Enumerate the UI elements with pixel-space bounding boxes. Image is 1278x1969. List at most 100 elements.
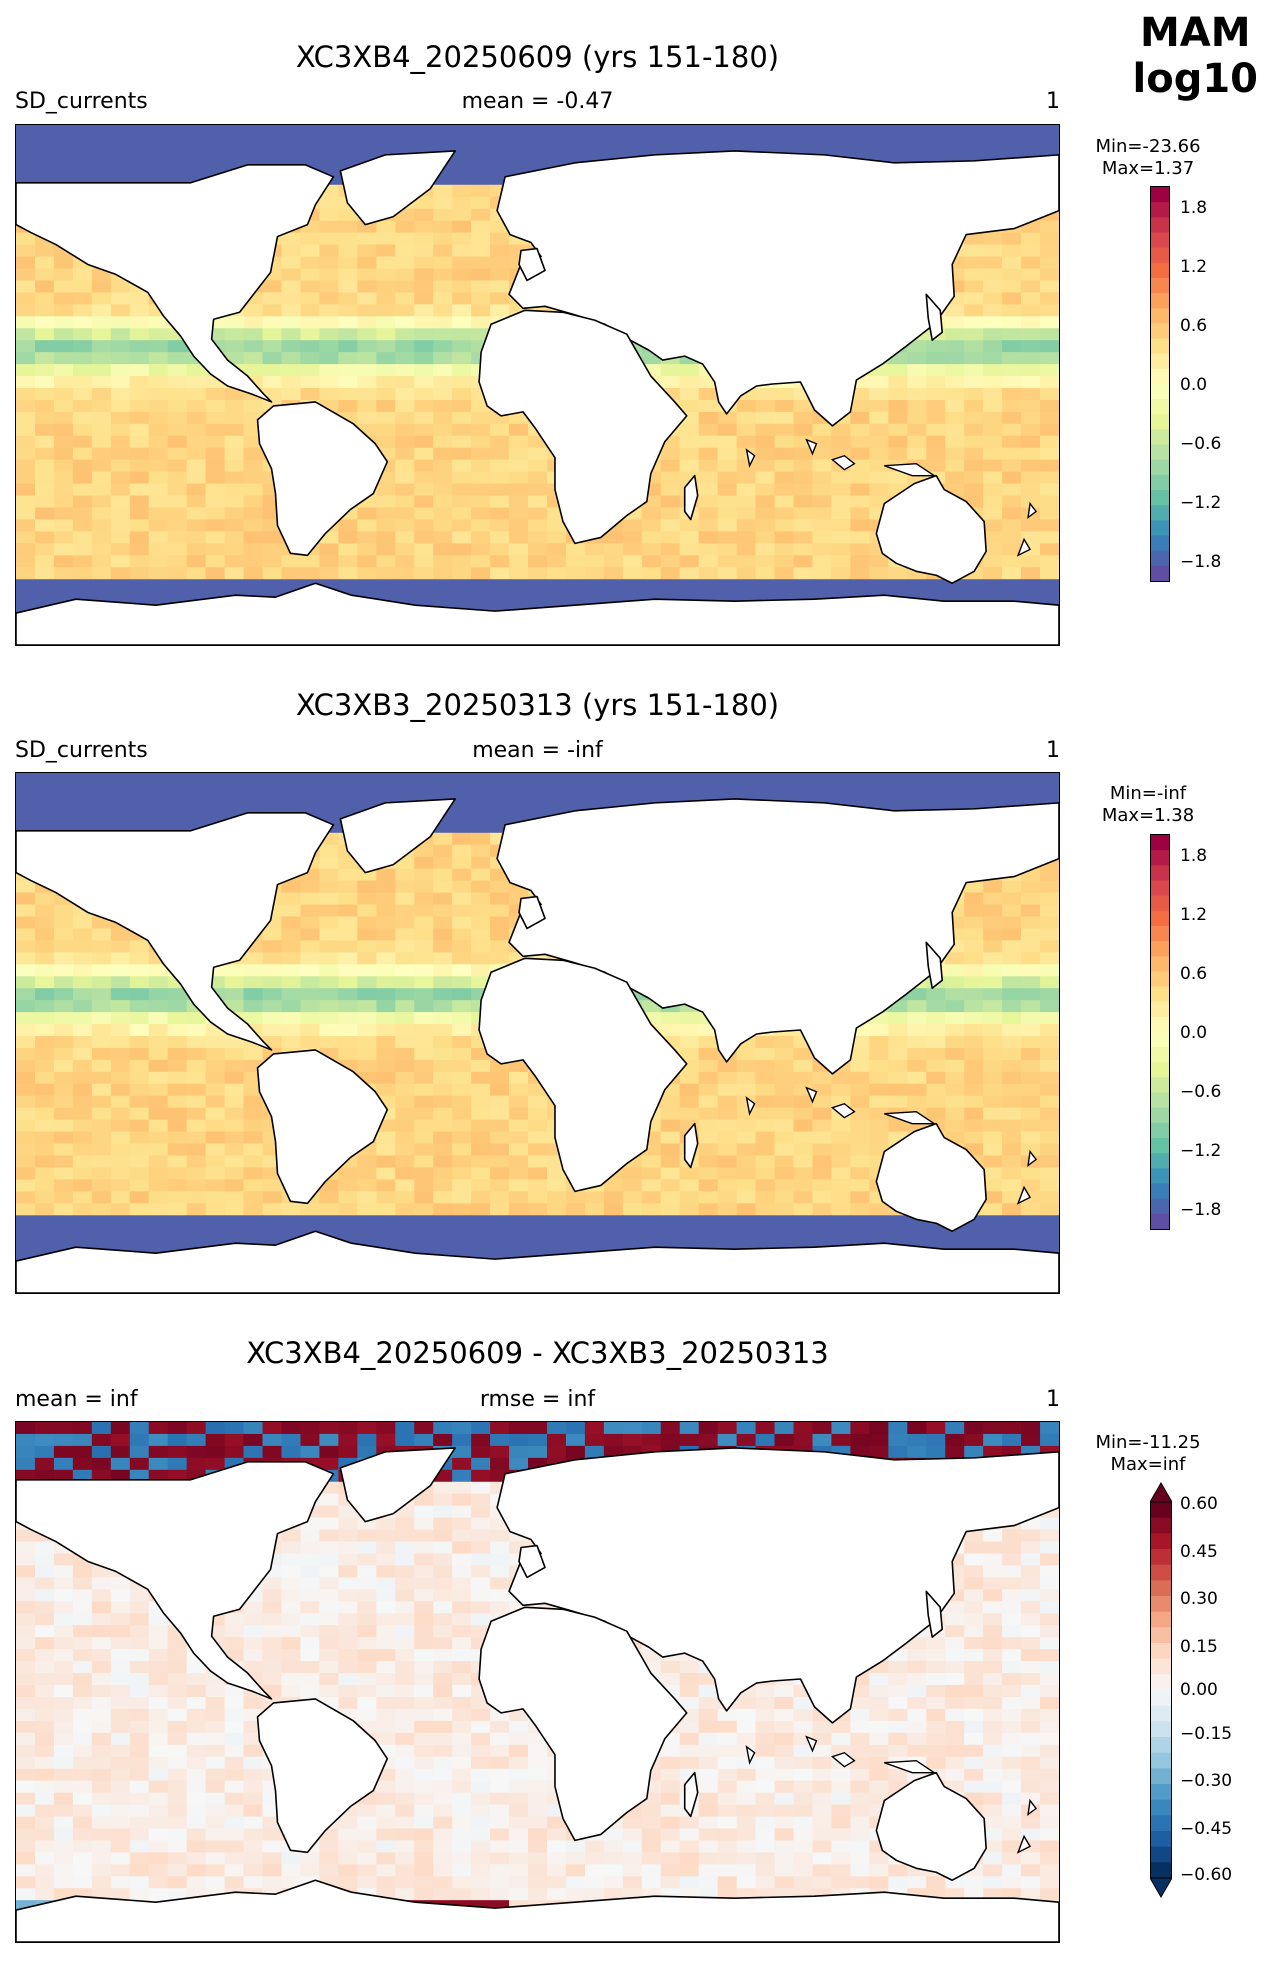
ocean-cell xyxy=(224,423,245,437)
ocean-cell xyxy=(736,435,757,449)
ocean-cell xyxy=(300,244,320,257)
ocean-cell xyxy=(546,136,567,150)
ocean-cell xyxy=(603,531,624,544)
ocean-cell xyxy=(319,952,339,965)
ocean-cell xyxy=(755,1047,776,1061)
ocean-cell xyxy=(72,1167,93,1180)
ocean-cell xyxy=(53,1155,74,1168)
ocean-cell xyxy=(850,531,870,544)
ocean-cell xyxy=(186,1047,207,1061)
ocean-cell xyxy=(91,1131,112,1145)
ocean-cell xyxy=(793,507,813,520)
ocean-cell xyxy=(1040,459,1059,473)
ocean-cell xyxy=(319,316,339,329)
ocean-cell xyxy=(72,555,93,568)
ocean-cell xyxy=(717,1215,738,1228)
ocean-cell xyxy=(357,352,377,365)
ocean-cell xyxy=(243,364,264,377)
ocean-cell xyxy=(471,820,491,834)
ocean-cell xyxy=(243,1227,264,1240)
ocean-cell xyxy=(528,531,548,544)
ocean-cell xyxy=(1040,232,1059,246)
ocean-cell xyxy=(983,579,1003,592)
ocean-cell xyxy=(983,1095,1003,1109)
ocean-cell xyxy=(774,459,795,473)
ocean-cell xyxy=(34,459,55,473)
ocean-cell xyxy=(964,268,984,281)
ocean-cell xyxy=(262,988,282,1001)
ocean-cell xyxy=(414,964,434,977)
ocean-cell xyxy=(736,555,757,568)
ocean-cell xyxy=(110,304,131,317)
ocean-cell xyxy=(319,125,339,138)
ocean-cell xyxy=(319,1422,339,1435)
ocean-cell xyxy=(831,435,851,449)
ocean-cell xyxy=(1002,976,1022,989)
ocean-cell xyxy=(300,352,320,365)
ocean-cell xyxy=(110,1155,131,1168)
ocean-cell xyxy=(774,1119,795,1133)
ocean-cell xyxy=(53,148,74,162)
ocean-cell xyxy=(698,1083,719,1097)
ocean-cell xyxy=(72,1227,93,1240)
ocean-cell xyxy=(205,1203,226,1216)
ocean-cell xyxy=(717,1083,738,1097)
ocean-cell xyxy=(1002,136,1022,150)
ocean-cell xyxy=(964,352,984,365)
ocean-cell xyxy=(471,411,491,425)
ocean-cell xyxy=(205,1035,226,1049)
ocean-cell xyxy=(186,1203,207,1216)
ocean-cell xyxy=(528,495,548,509)
ocean-cell xyxy=(281,964,301,977)
ocean-cell xyxy=(319,208,339,222)
ocean-cell xyxy=(148,125,169,138)
ocean-cell xyxy=(281,364,301,377)
ocean-cell xyxy=(490,796,510,810)
ocean-cell xyxy=(831,519,851,532)
ocean-cell xyxy=(509,1131,529,1145)
ocean-cell xyxy=(964,483,984,497)
ocean-cell xyxy=(1021,928,1041,941)
ocean-cell xyxy=(755,1035,776,1049)
ocean-cell xyxy=(129,316,150,329)
ocean-cell xyxy=(16,1012,36,1025)
ocean-cell xyxy=(414,773,434,786)
ocean-cell xyxy=(167,376,188,389)
ocean-cell xyxy=(414,1203,434,1216)
ocean-cell xyxy=(357,244,377,257)
ocean-cell xyxy=(964,459,984,473)
ocean-cell xyxy=(471,148,491,162)
ocean-cell xyxy=(338,543,358,556)
ocean-cell xyxy=(186,495,207,509)
ocean-cell xyxy=(452,952,472,965)
colorbar-segment xyxy=(1151,323,1169,340)
ocean-cell xyxy=(926,411,946,425)
ocean-cell xyxy=(774,1203,795,1216)
ocean-cell xyxy=(376,1167,396,1180)
ocean-cell xyxy=(679,1179,700,1192)
ocean-cell xyxy=(16,543,36,556)
ocean-cell xyxy=(888,471,908,485)
ocean-cell xyxy=(110,1107,131,1121)
ocean-cell xyxy=(186,808,207,822)
ocean-cell xyxy=(471,268,491,281)
ocean-cell xyxy=(129,567,150,580)
ocean-cell xyxy=(1021,591,1041,604)
ocean-cell xyxy=(91,316,112,329)
ocean-cell xyxy=(16,880,36,894)
ocean-cell xyxy=(528,1119,548,1133)
ocean-cell xyxy=(1021,495,1041,509)
ocean-cell xyxy=(528,1203,548,1216)
ocean-cell xyxy=(205,1059,226,1073)
ocean-cell xyxy=(205,519,226,532)
ocean-cell xyxy=(395,483,415,497)
ocean-cell xyxy=(129,976,150,989)
ocean-cell xyxy=(16,1119,36,1133)
ocean-cell xyxy=(395,1083,415,1097)
ocean-cell xyxy=(452,1059,472,1073)
ocean-cell xyxy=(1040,244,1059,257)
ocean-cell xyxy=(281,1422,301,1435)
ocean-cell xyxy=(452,1179,472,1192)
ocean-cell xyxy=(774,1179,795,1192)
ocean-cell xyxy=(395,352,415,365)
